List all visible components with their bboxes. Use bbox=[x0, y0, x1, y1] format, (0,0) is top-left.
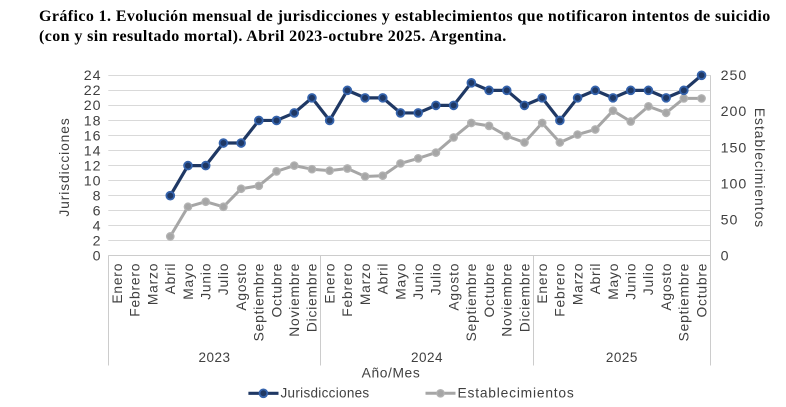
svg-text:Enero: Enero bbox=[322, 263, 337, 304]
svg-text:Abril: Abril bbox=[588, 263, 603, 295]
svg-text:Jurisdicciones: Jurisdicciones bbox=[57, 117, 72, 216]
svg-text:Agosto: Agosto bbox=[234, 263, 249, 311]
svg-text:4: 4 bbox=[93, 219, 102, 235]
svg-text:0: 0 bbox=[93, 249, 102, 265]
svg-text:Marzo: Marzo bbox=[358, 263, 373, 305]
svg-text:Establecimientos: Establecimientos bbox=[458, 386, 575, 401]
svg-text:Octubre: Octubre bbox=[694, 263, 709, 318]
svg-text:Enero: Enero bbox=[535, 263, 550, 304]
svg-text:Junio: Junio bbox=[411, 263, 426, 300]
svg-text:0: 0 bbox=[721, 249, 730, 265]
svg-text:Octubre: Octubre bbox=[482, 263, 497, 318]
svg-text:Agosto: Agosto bbox=[446, 263, 461, 311]
svg-text:Jurisdicciones: Jurisdicciones bbox=[281, 386, 370, 401]
svg-text:10: 10 bbox=[84, 173, 102, 189]
svg-text:16: 16 bbox=[84, 128, 102, 144]
svg-text:2: 2 bbox=[93, 234, 102, 250]
svg-text:20: 20 bbox=[84, 98, 102, 114]
svg-text:Marzo: Marzo bbox=[570, 263, 585, 305]
svg-text:Mayo: Mayo bbox=[393, 263, 408, 300]
svg-text:Septiembre: Septiembre bbox=[252, 263, 267, 342]
svg-text:12: 12 bbox=[84, 158, 102, 174]
svg-text:Mayo: Mayo bbox=[606, 263, 621, 300]
svg-text:Enero: Enero bbox=[110, 263, 125, 304]
svg-text:Julio: Julio bbox=[641, 263, 656, 295]
svg-text:Septiembre: Septiembre bbox=[677, 263, 692, 342]
svg-text:Diciembre: Diciembre bbox=[517, 263, 532, 332]
svg-text:8: 8 bbox=[93, 189, 102, 205]
svg-text:Febrero: Febrero bbox=[340, 263, 355, 317]
svg-text:Noviembre: Noviembre bbox=[500, 263, 515, 337]
svg-text:Julio: Julio bbox=[216, 263, 231, 295]
svg-text:Abril: Abril bbox=[163, 263, 178, 295]
svg-text:Abril: Abril bbox=[376, 263, 391, 295]
svg-text:200: 200 bbox=[721, 104, 748, 120]
svg-text:250: 250 bbox=[721, 68, 748, 84]
svg-text:Diciembre: Diciembre bbox=[305, 263, 320, 332]
svg-text:6: 6 bbox=[93, 204, 102, 220]
svg-text:Año/Mes: Año/Mes bbox=[362, 366, 421, 381]
svg-text:22: 22 bbox=[84, 83, 102, 99]
svg-text:Junio: Junio bbox=[199, 263, 214, 300]
svg-text:Octubre: Octubre bbox=[269, 263, 284, 318]
svg-text:2024: 2024 bbox=[411, 350, 443, 365]
svg-text:Febrero: Febrero bbox=[553, 263, 568, 317]
svg-text:100: 100 bbox=[721, 176, 748, 192]
svg-text:Mayo: Mayo bbox=[181, 263, 196, 300]
svg-text:Febrero: Febrero bbox=[128, 263, 143, 317]
svg-text:24: 24 bbox=[84, 68, 102, 84]
svg-text:2025: 2025 bbox=[606, 350, 638, 365]
svg-text:18: 18 bbox=[84, 113, 102, 129]
svg-text:2023: 2023 bbox=[199, 350, 231, 365]
svg-text:Junio: Junio bbox=[624, 263, 639, 300]
svg-text:Agosto: Agosto bbox=[659, 263, 674, 311]
svg-text:Marzo: Marzo bbox=[145, 263, 160, 305]
svg-text:50: 50 bbox=[721, 213, 739, 229]
svg-text:Noviembre: Noviembre bbox=[287, 263, 302, 337]
svg-text:14: 14 bbox=[84, 143, 102, 159]
svg-text:Establecimientos: Establecimientos bbox=[752, 108, 767, 228]
svg-text:150: 150 bbox=[721, 140, 748, 156]
svg-text:Julio: Julio bbox=[429, 263, 444, 295]
svg-text:Septiembre: Septiembre bbox=[464, 263, 479, 342]
